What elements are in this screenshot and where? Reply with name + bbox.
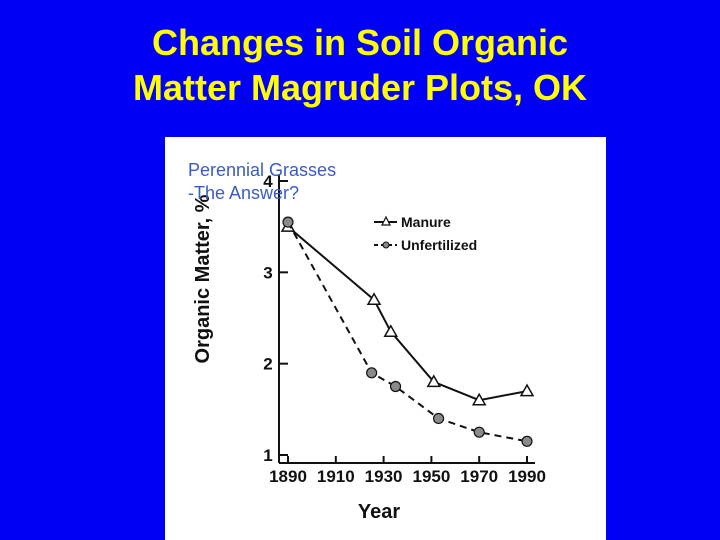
x-tick-label: 1890 [269, 467, 307, 486]
y-tick-label: 3 [263, 263, 272, 282]
chart-figure: 1 2 3 4 1890 1910 1930 1950 1970 1990 Manure Unfer… [165, 137, 606, 540]
legend: Manure Unfertilized [374, 214, 477, 253]
legend-marker-unfertilized [382, 241, 390, 249]
legend-label-manure: Manure [401, 214, 451, 230]
y-tick-label: 1 [263, 446, 272, 465]
x-tick-label: 1910 [317, 467, 355, 486]
y-axis-label: Organic Matter, % [192, 194, 214, 363]
data-point-manure [366, 292, 382, 305]
slide-title-line-2: Matter Magruder Plots, OK [132, 67, 588, 108]
slide-title: Changes in Soil Organic Matter Magruder … [0, 20, 720, 110]
x-tick-label: 1990 [508, 467, 546, 486]
organic-matter-chart: 1 2 3 4 1890 1910 1930 1950 1970 1990 Manure Unfer… [192, 172, 546, 523]
legend-label-unfertilized: Unfertilized [401, 237, 477, 253]
series-layer [280, 216, 535, 447]
data-point-manure [471, 392, 487, 406]
data-point-unfertilized [473, 426, 485, 438]
data-point-manure [426, 374, 442, 388]
x-tick-label: 1970 [460, 467, 498, 486]
data-point-unfertilized [432, 412, 445, 425]
data-point-manure [519, 383, 535, 397]
chart-caption: Perennial Grasses -The Answer? [188, 159, 336, 205]
data-point-unfertilized [366, 367, 378, 379]
y-tick-label: 4 [263, 172, 273, 191]
axes-layer: 1 2 3 4 1890 1910 1930 1950 1970 1990 [263, 172, 546, 486]
data-point-unfertilized [282, 216, 294, 228]
legend-marker-manure [381, 215, 391, 226]
data-point-unfertilized [389, 380, 402, 393]
slide-title-line-1: Changes in Soil Organic [151, 22, 569, 63]
y-tick-label: 2 [263, 355, 272, 374]
caption-line-2: -The Answer? [188, 183, 300, 203]
x-tick-label: 1930 [365, 467, 403, 486]
x-axis-label: Year [358, 501, 400, 523]
data-point-manure [383, 324, 399, 337]
series-line-manure [287, 225, 528, 402]
series-line-unfertilized [287, 221, 528, 443]
x-tick-label: 1950 [412, 467, 450, 486]
caption-line-1: Perennial Grasses [188, 160, 337, 180]
data-point-unfertilized [521, 435, 533, 447]
